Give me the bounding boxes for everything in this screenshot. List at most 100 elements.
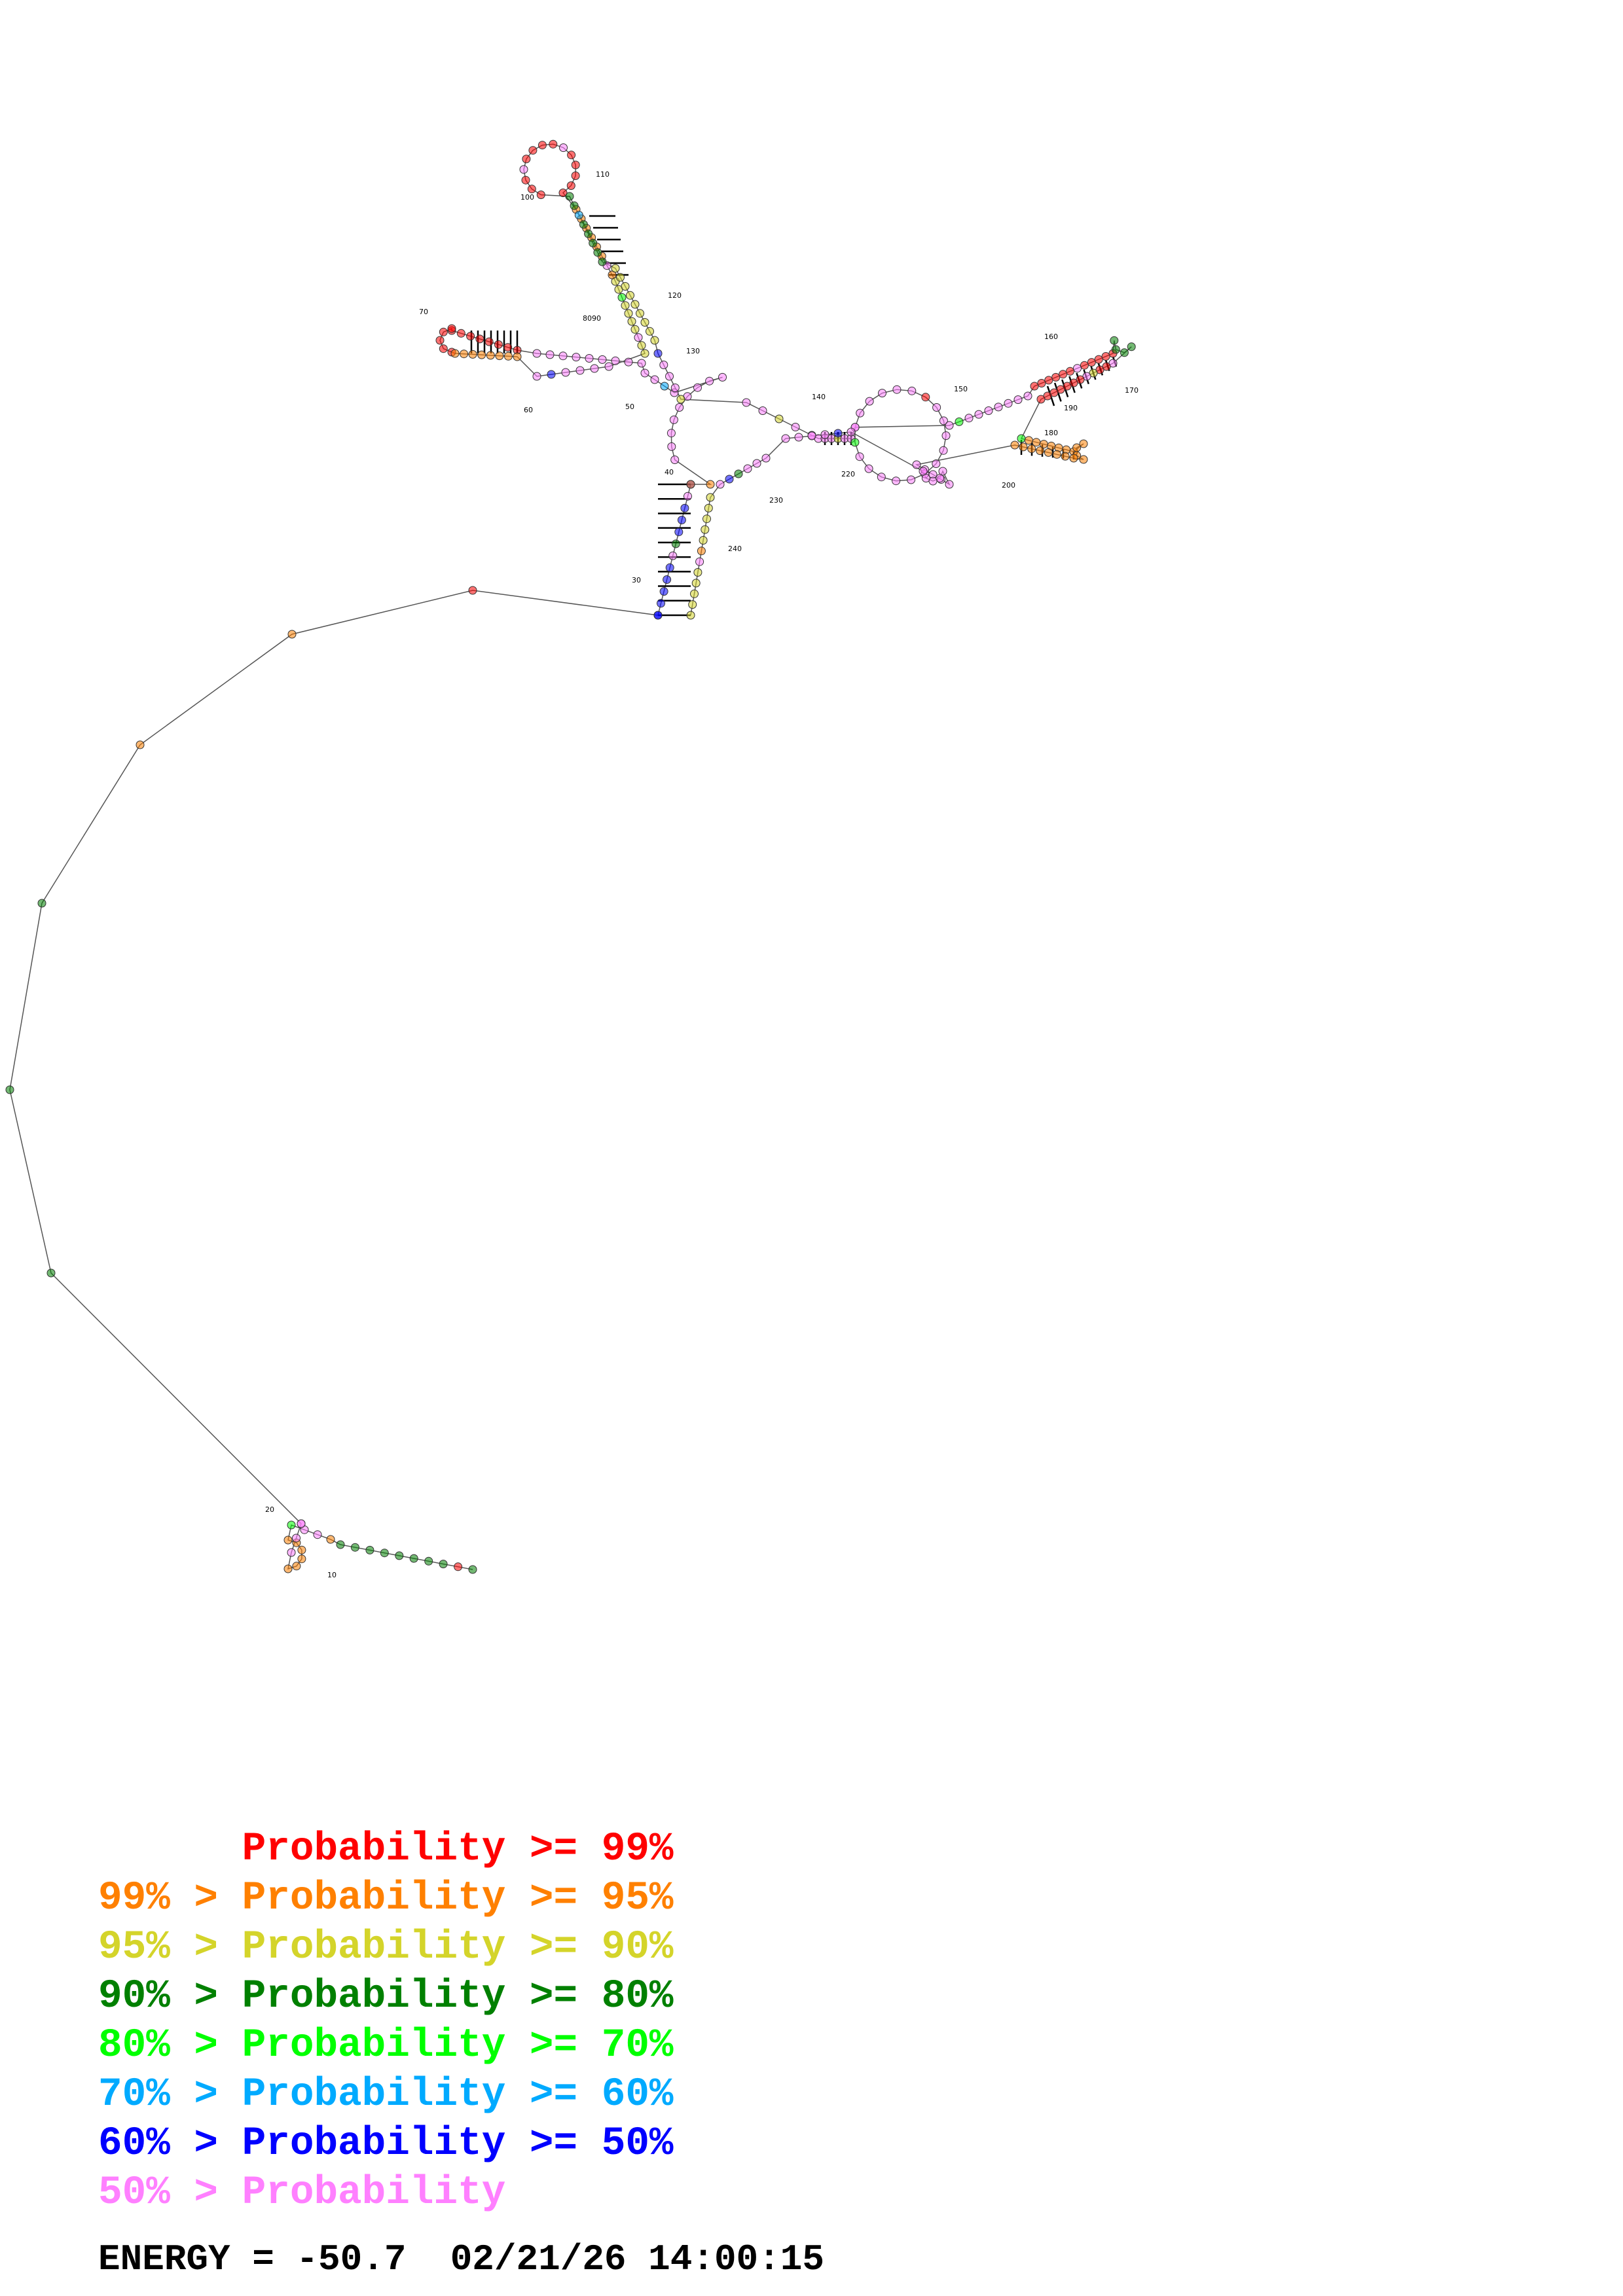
nucleotide bbox=[519, 165, 528, 174]
nucleotide bbox=[584, 229, 593, 238]
nucleotide bbox=[1087, 358, 1096, 367]
nucleotide bbox=[919, 467, 928, 476]
nucleotide bbox=[939, 416, 948, 425]
nucleotide bbox=[365, 1545, 374, 1554]
legend-label: 95% > Probability >= 90% bbox=[98, 1925, 674, 1970]
nucleotide bbox=[297, 1519, 306, 1528]
nucleotide bbox=[1073, 364, 1082, 373]
nucleotide bbox=[699, 536, 708, 545]
nucleotide bbox=[545, 350, 555, 359]
nucleotide bbox=[566, 181, 575, 190]
nucleotide bbox=[666, 429, 676, 438]
nucleotide bbox=[380, 1549, 389, 1558]
nucleotide bbox=[665, 563, 674, 572]
nucleotide bbox=[688, 600, 697, 609]
residue-number-label: 220 bbox=[841, 470, 855, 478]
nucleotide bbox=[532, 349, 541, 358]
nucleotide bbox=[1111, 345, 1120, 354]
energy-footer: ENERGY = -50.7 02/21/26 14:00:15 bbox=[98, 2238, 824, 2280]
nucleotide bbox=[532, 372, 541, 381]
nucleotide bbox=[878, 389, 886, 398]
nucleotide bbox=[1044, 448, 1053, 457]
nucleotide bbox=[1080, 361, 1089, 370]
nucleotide bbox=[570, 201, 579, 210]
nucleotide bbox=[484, 337, 494, 346]
nucleotide bbox=[775, 414, 784, 423]
legend-label: 60% > Probability >= 50% bbox=[98, 2121, 674, 2166]
nucleotide bbox=[640, 318, 649, 327]
nucleotide bbox=[1019, 442, 1028, 452]
nucleotide bbox=[718, 372, 727, 382]
nucleotide bbox=[1037, 379, 1046, 387]
nucleotide bbox=[624, 357, 633, 367]
nucleotide bbox=[892, 385, 902, 394]
nucleotide bbox=[579, 220, 588, 229]
nucleotide bbox=[513, 352, 522, 361]
nucleotide bbox=[439, 327, 448, 336]
nucleotide bbox=[439, 1560, 448, 1569]
nucleotide bbox=[617, 293, 627, 302]
nucleotide bbox=[1030, 382, 1039, 391]
nucleotide bbox=[559, 143, 568, 152]
nucleotide bbox=[686, 611, 695, 620]
nucleotide bbox=[670, 384, 680, 392]
nucleotide bbox=[549, 139, 558, 149]
legend-row: 95% > Probability >= 90% bbox=[98, 1928, 674, 1967]
nucleotide bbox=[634, 333, 643, 342]
residue-number-label: 200 bbox=[1002, 481, 1015, 490]
nucleotide bbox=[865, 397, 874, 406]
nucleotide bbox=[864, 464, 873, 473]
nucleotide bbox=[567, 151, 576, 160]
nucleotide bbox=[1024, 436, 1033, 445]
residue-number-label: 110 bbox=[596, 170, 610, 179]
nucleotide bbox=[684, 492, 692, 501]
nucleotide bbox=[716, 480, 725, 489]
nucleotide bbox=[994, 403, 1003, 412]
nucleotide bbox=[659, 361, 668, 369]
nucleotide bbox=[561, 368, 570, 377]
nucleotide bbox=[637, 359, 646, 368]
residue-labels: 10 20 30 40 50 60 70 8090 100 110 120 130 140 150 160 1… bbox=[265, 170, 1139, 1579]
nucleotide bbox=[705, 376, 714, 386]
nucleotide bbox=[1059, 370, 1068, 379]
legend-label: 99% > Probability >= 95% bbox=[98, 1876, 674, 1921]
nucleotide bbox=[287, 630, 297, 639]
nucleotide bbox=[558, 188, 568, 198]
nucleotide bbox=[670, 456, 680, 464]
nucleotide bbox=[475, 334, 484, 344]
nucleotide bbox=[536, 190, 545, 200]
legend-row: 50% > Probability bbox=[98, 2173, 505, 2213]
nucleotide bbox=[621, 301, 630, 310]
nucleotide bbox=[313, 1530, 322, 1539]
nucleotide bbox=[495, 351, 504, 361]
nucleotide bbox=[653, 349, 663, 358]
nucleotide bbox=[964, 414, 974, 423]
nucleotide bbox=[283, 1535, 293, 1545]
nucleotide bbox=[704, 503, 713, 512]
residue-number-label: 130 bbox=[686, 347, 700, 355]
nucleotide bbox=[454, 1562, 463, 1571]
nucleotide bbox=[585, 354, 594, 363]
nucleotide bbox=[1032, 438, 1041, 447]
nucleotide bbox=[468, 1565, 477, 1574]
nucleotide bbox=[630, 325, 640, 334]
nucleotide bbox=[624, 309, 633, 318]
nucleotide bbox=[494, 340, 503, 349]
nucleotide bbox=[1120, 348, 1129, 357]
nucleotide bbox=[939, 446, 948, 455]
nucleotide bbox=[674, 528, 684, 537]
nucleotide bbox=[468, 350, 477, 359]
nucleotide bbox=[590, 364, 599, 373]
nucleotide bbox=[287, 1548, 296, 1557]
nucleotide bbox=[466, 332, 475, 341]
nucleotide bbox=[856, 408, 865, 418]
nucleotide bbox=[640, 349, 649, 358]
nucleotide bbox=[676, 395, 685, 404]
nucleotide bbox=[630, 300, 640, 309]
nucleotide bbox=[572, 353, 581, 362]
legend-row: 70% > Probability >= 60% bbox=[98, 2075, 674, 2115]
residue-number-label: 140 bbox=[812, 393, 826, 401]
nucleotide bbox=[1044, 376, 1053, 385]
nucleotide bbox=[1069, 454, 1078, 463]
nucleotide bbox=[424, 1556, 433, 1566]
